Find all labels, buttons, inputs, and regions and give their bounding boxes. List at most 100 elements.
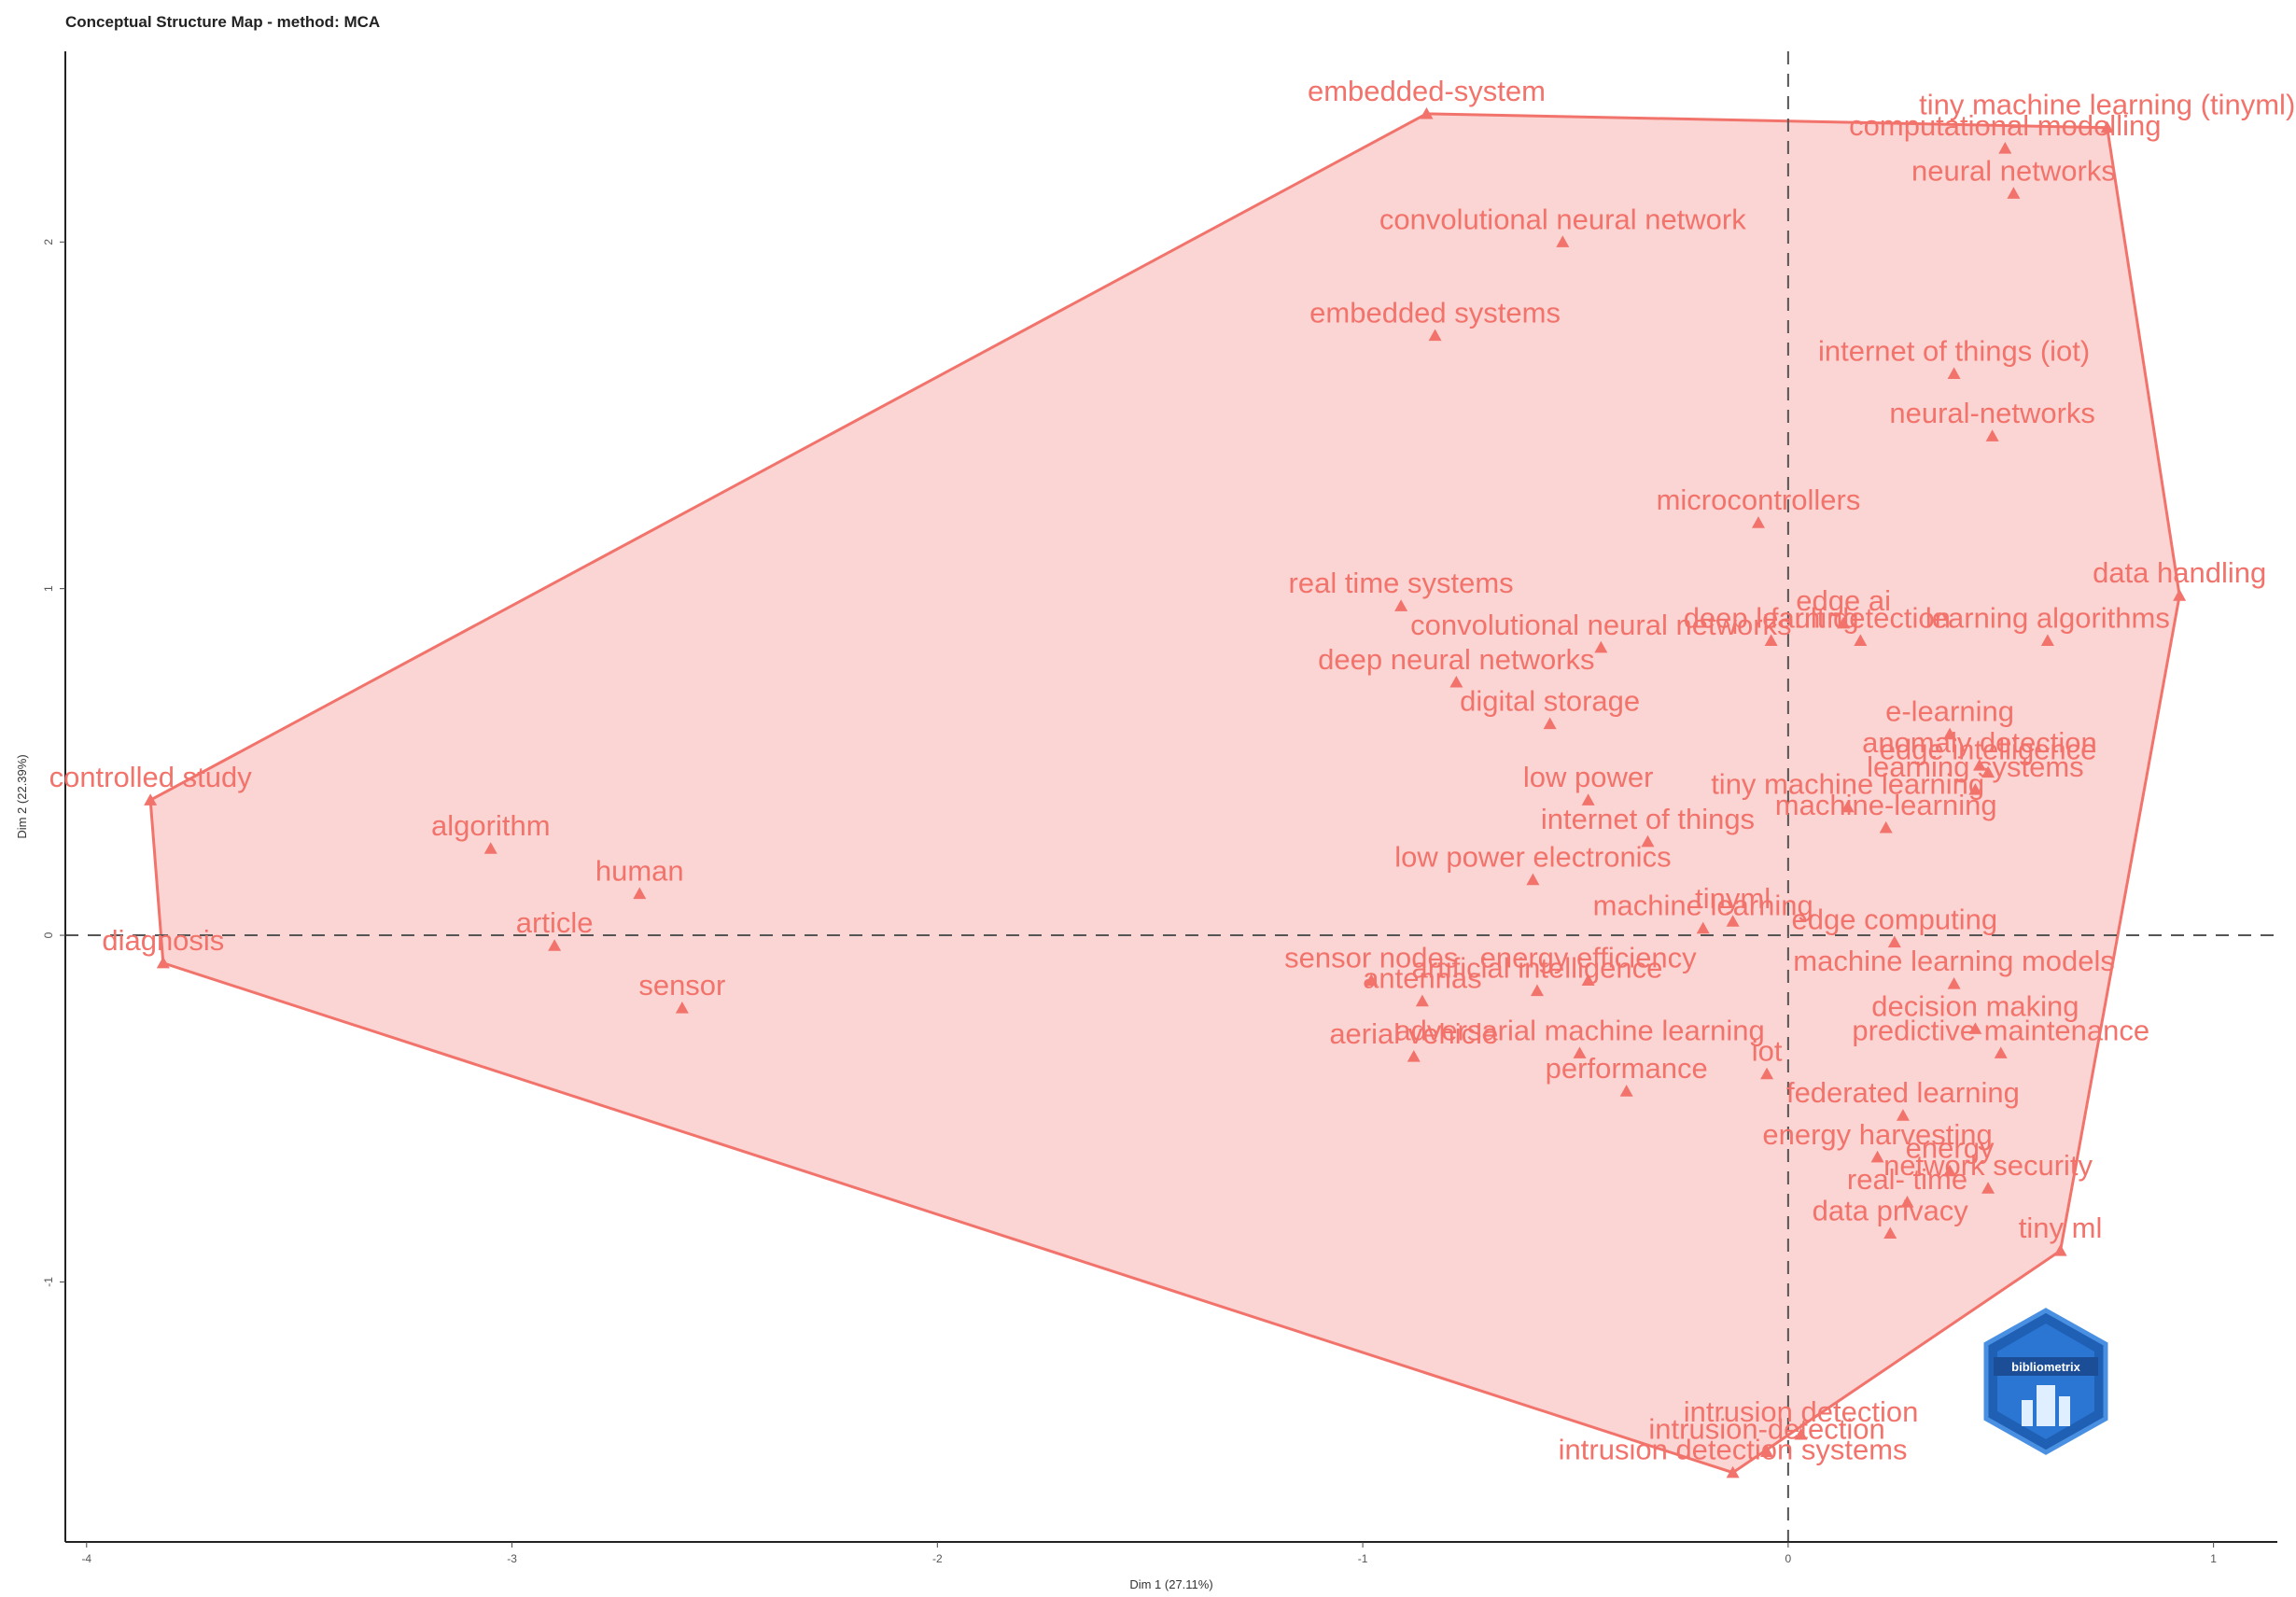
point-marker [1985,429,1999,441]
point-label: deep learning [1684,601,1859,634]
svg-text:bibliometrix: bibliometrix [2011,1360,2080,1374]
point-label: machine learning models [1793,945,2115,977]
point-marker [1696,921,1710,934]
point-marker [1365,974,1379,986]
point-marker [1764,634,1778,646]
point-label: antennas [1363,962,1482,995]
point-label: intrusion detection [1684,1395,1919,1428]
point-label: e-learning [1885,695,2014,728]
point-label: neural networks [1911,154,2116,187]
point-marker [548,939,562,951]
point-marker [1947,977,1961,989]
point-label: real- time [1847,1163,1967,1196]
point-marker [1581,793,1595,806]
y-tick-label: 2 [42,239,55,245]
point-marker [1760,1445,1774,1458]
point-label: convolutional neural network [1379,203,1746,235]
point-marker [1641,834,1655,848]
point-label: tiny machine learning (tinyml) [1919,89,2295,121]
point-marker [1998,141,2012,154]
point-marker [1968,783,1982,795]
point-label: convolutional neural networks [1410,609,1791,641]
point-marker [2040,634,2054,646]
x-tick-label: 0 [1785,1552,1792,1565]
points-layer [144,106,2187,1478]
point-label: internet of things [1541,803,1755,835]
chart-title: Conceptual Structure Map - method: MCA [65,13,381,31]
point-marker [1887,935,1901,948]
point-marker [1726,1465,1740,1478]
point-marker [1943,1164,1957,1177]
point-label: edge computing [1792,903,1998,935]
axes: -4 -3 -2 -1 0 1 -1 0 1 2 [42,51,2277,1565]
point-label: anomaly detection [1862,726,2097,759]
point-marker [1879,820,1893,834]
cluster-hull-layer [148,112,2181,1475]
point-label: fault detection [1771,601,1951,634]
x-axis-title: Dim 1 (27.11%) [1129,1577,1212,1591]
point-marker [1943,727,1957,740]
bibliometrix-logo: bibliometrix [1983,1308,2108,1455]
point-label: embedded systems [1309,297,1561,329]
y-tick-label: 1 [42,585,55,592]
point-label: sensor nodes [1284,941,1458,974]
y-axis-title: Dim 2 (22.39%) [15,754,29,838]
point-label: artificial intelligence [1412,951,1663,984]
point-label: low power [1523,761,1654,793]
point-marker [2100,120,2114,133]
point-marker [1543,717,1557,730]
x-tick-label: -3 [507,1552,517,1565]
point-label: intrusion detection systems [1559,1434,1908,1466]
point-label: energy [1906,1132,1995,1165]
point-marker [1854,634,1868,646]
point-marker [1883,1226,1897,1240]
point-label: learning algorithms [1925,601,2170,634]
y-tick-label: -1 [42,1277,55,1287]
point-label: learning systems [1867,750,2084,783]
point-label: network security [1883,1149,2093,1182]
point-label: article [516,906,594,939]
x-tick-label: -1 [1358,1552,1368,1565]
point-marker [1573,1046,1587,1058]
point-marker [2173,589,2187,601]
point-label: tinyml [1695,882,1771,915]
point-label: sensor [638,969,725,1002]
point-label: internet of things (iot) [1818,334,2090,367]
point-marker [1526,873,1540,886]
reference-lines [65,51,2277,1542]
point-label: diagnosis [102,924,224,957]
point-label: aerial vehicle [1329,1017,1498,1050]
point-label: federated learning [1786,1076,2020,1109]
point-label: digital storage [1460,685,1640,718]
point-marker [2053,1244,2067,1256]
point-label: tiny ml [2019,1212,2103,1244]
point-label: machine learning [1593,890,1813,922]
point-marker [1837,616,1851,629]
point-label: data handling [2093,556,2266,589]
point-label: decision making [1871,989,2079,1022]
point-marker [2007,187,2021,199]
point-label: intrusion-detection [1648,1412,1884,1445]
point-label: embedded-system [1308,75,1546,107]
point-marker [633,887,647,900]
point-label: performance [1546,1052,1708,1085]
point-label: microcontrollers [1657,483,1861,516]
point-label: low power electronics [1394,841,1671,874]
point-label: edge intelligence [1880,734,2097,766]
point-marker [1726,915,1740,927]
point-marker [1870,1150,1884,1163]
point-marker [675,1002,689,1014]
point-marker [156,956,170,969]
point-label: predictive maintenance [1852,1014,2149,1046]
point-label: machine-learning [1775,789,1997,821]
point-marker [1947,367,1961,379]
point-label: adversarial machine learning [1394,1014,1764,1046]
point-label: neural-networks [1889,397,2095,429]
point-label: data privacy [1813,1194,1969,1226]
point-marker [1594,640,1608,653]
point-label: energy efficiency [1480,941,1698,974]
cluster-hull [148,112,2181,1475]
point-marker [1794,1427,1808,1440]
point-marker [1981,1182,1995,1194]
